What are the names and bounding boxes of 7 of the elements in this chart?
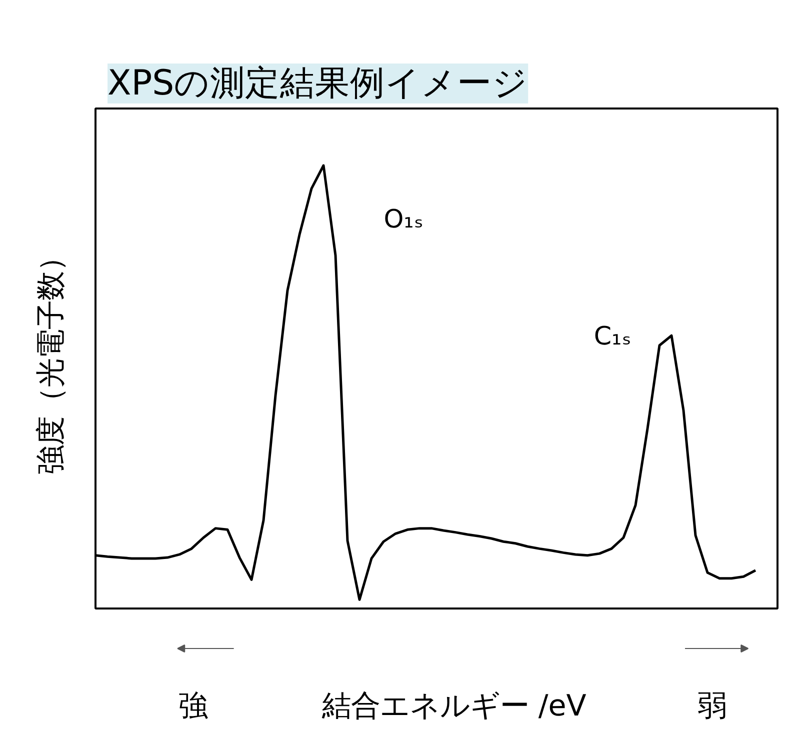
annotation: C₁ₛ [594, 320, 632, 350]
annotation: O₁ₛ [384, 204, 424, 234]
text: 弱 [697, 688, 726, 722]
y-axis-title: 強度（光電子数） [34, 242, 68, 474]
x-axis-title: 結合エネルギー /eV [321, 688, 586, 722]
chart-title: XPSの測定結果例イメージ [108, 64, 528, 104]
text: 強 [178, 688, 208, 722]
